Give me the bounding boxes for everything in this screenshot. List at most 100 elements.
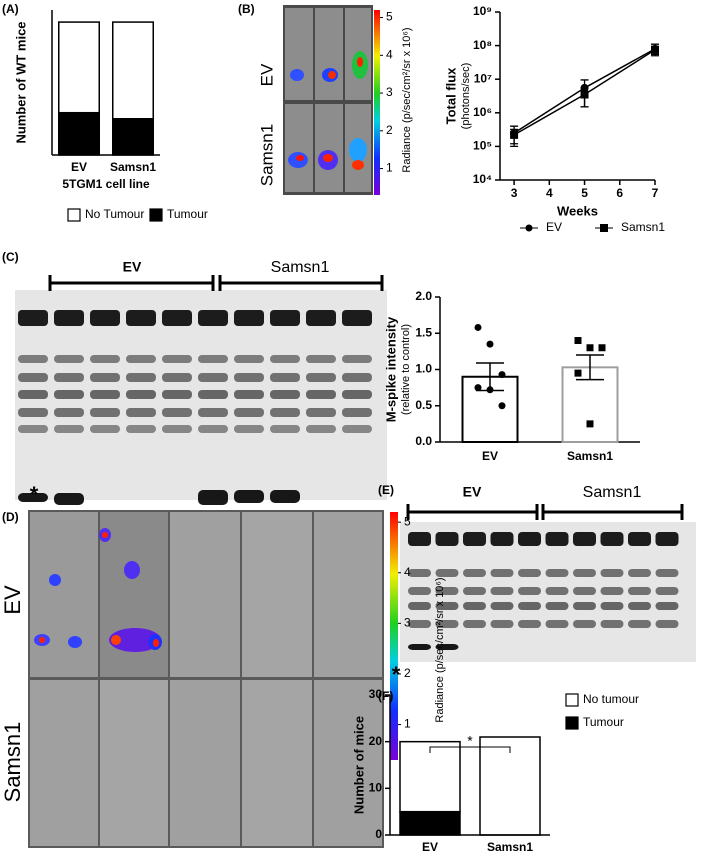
- gel-band: [545, 587, 569, 595]
- gel-band: [408, 644, 431, 650]
- gel-band: [270, 490, 300, 503]
- y-tick-label: 1.0: [415, 362, 432, 376]
- y-tick-label: 0.0: [415, 434, 432, 448]
- x-tick-label: 4: [546, 186, 553, 200]
- point: [580, 90, 589, 99]
- gel-band: [198, 390, 228, 399]
- gel-band: [126, 355, 156, 363]
- gel-band: [545, 532, 569, 546]
- gel-band: [54, 493, 84, 505]
- gel-band: [435, 532, 459, 546]
- significance-bracket: [429, 746, 511, 753]
- gel-band: [54, 425, 84, 433]
- gel-label: Samsn1: [271, 259, 330, 276]
- colorbar-tick-label: 1: [386, 161, 393, 175]
- gel-band: [655, 587, 679, 595]
- x-tick-label: 3: [511, 186, 518, 200]
- gel-band: [234, 408, 264, 417]
- gel-band: [198, 310, 228, 326]
- gel-band: [306, 310, 336, 326]
- x-tick-label: 7: [652, 186, 659, 200]
- gel-band: [18, 425, 48, 433]
- legend-swatch: [565, 716, 579, 730]
- y-tick-label: 10⁸: [473, 38, 492, 52]
- x-tick-label: 6: [616, 186, 623, 200]
- gel-band: [126, 390, 156, 399]
- y-axis-label: M-spike intensity: [383, 316, 398, 422]
- legend-label: Tumour: [167, 207, 208, 221]
- gel-band: [573, 569, 596, 577]
- gel-marker: *: [30, 482, 39, 507]
- gel-band: [518, 602, 541, 610]
- legend-swatch: [67, 208, 81, 222]
- gel-band: [306, 408, 336, 417]
- legend-label: Samsn1: [621, 220, 665, 234]
- gel-band: [435, 602, 459, 610]
- gel-band: [18, 310, 48, 326]
- x-axis-label: 5TGM1 cell line: [62, 177, 150, 191]
- y-axis-sublabel: (photons/sec): [460, 63, 472, 130]
- gel-band: [162, 355, 192, 363]
- gel-band: [518, 569, 541, 577]
- y-tick-label: 30: [369, 687, 383, 701]
- gel-band: [90, 310, 120, 326]
- gel-band: [573, 587, 596, 595]
- gel-band: [655, 620, 679, 628]
- colorbar-tick-label: 2: [404, 666, 411, 680]
- gel-band: [234, 373, 264, 382]
- bar-segment: [58, 111, 100, 156]
- error-bar: [576, 354, 604, 381]
- x-tick-label: Samsn1: [487, 840, 533, 854]
- x-tick-label: EV: [71, 160, 87, 174]
- gel-band: [463, 532, 486, 546]
- gel-band: [573, 620, 596, 628]
- gel-band: [545, 620, 569, 628]
- point: [586, 344, 594, 352]
- bar-segment: [399, 740, 461, 813]
- y-axis-label: Number of WT mice: [13, 21, 28, 143]
- gel-band: [518, 620, 541, 628]
- gel-band: [545, 602, 569, 610]
- point: [651, 45, 659, 54]
- gel-band: [408, 532, 431, 546]
- gel-band: [600, 602, 624, 610]
- gel-band: [518, 587, 541, 595]
- gel-band: [435, 587, 459, 595]
- gel-band: [126, 310, 156, 326]
- image-label: Samsn1: [0, 722, 25, 803]
- gel-band: [198, 425, 228, 433]
- gel-band: [573, 602, 596, 610]
- gel-band: [408, 587, 431, 595]
- gel-band: [342, 310, 372, 326]
- bar-segment: [399, 810, 461, 836]
- bar-segment: [58, 21, 100, 114]
- gel-label: EV: [463, 484, 482, 500]
- gel-band: [198, 355, 228, 363]
- gel-band: [490, 532, 514, 546]
- gel-band: [234, 310, 264, 326]
- gel-band: [628, 587, 651, 595]
- gel-band: [342, 355, 372, 363]
- gel-band: [408, 602, 431, 610]
- gel-band: [54, 373, 84, 382]
- gel-band: [628, 602, 651, 610]
- gel-label: Samsn1: [583, 484, 642, 501]
- gel-band: [18, 355, 48, 363]
- colorbar-label: Radiance (p/sec/cm²/sr x 10⁶): [401, 27, 413, 172]
- gel-band: [435, 569, 459, 577]
- gel-band: [18, 390, 48, 399]
- panel-label: (B): [238, 2, 255, 16]
- gel-band: [162, 310, 192, 326]
- gel-band: [408, 569, 431, 577]
- gel-band: [490, 602, 514, 610]
- gel-marker: *: [392, 662, 401, 687]
- panel-label: (E): [378, 483, 394, 497]
- image-label: EV: [0, 585, 25, 615]
- gel-band: [270, 355, 300, 363]
- gel-band: [162, 425, 192, 433]
- point: [498, 402, 506, 410]
- gel-band: [628, 532, 651, 546]
- y-tick-label: 2.0: [415, 289, 432, 303]
- y-tick-label: 10⁶: [473, 105, 492, 119]
- gel-band: [306, 390, 336, 399]
